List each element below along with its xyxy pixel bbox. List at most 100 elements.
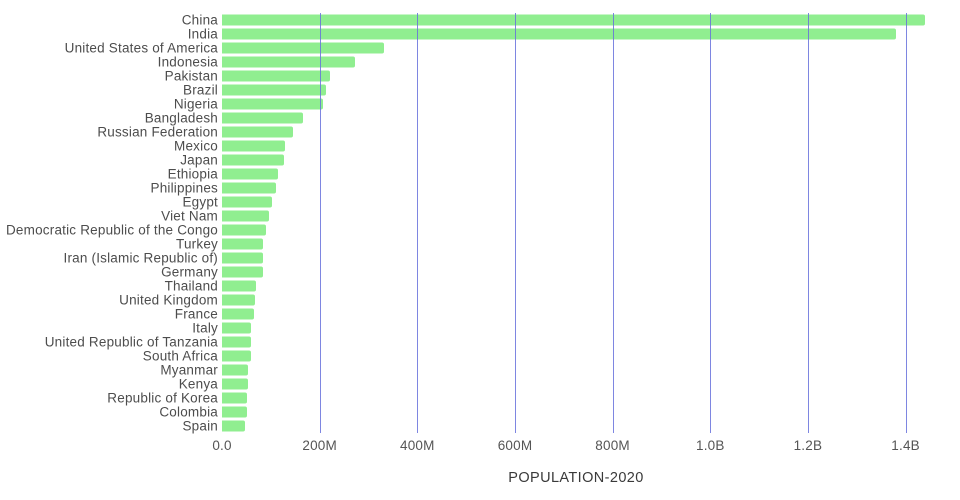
population-bar[interactable] [222,112,303,124]
population-bar[interactable] [222,84,326,96]
population-bar[interactable] [222,420,245,432]
category-label: Italy [192,320,218,336]
population-bar[interactable] [222,378,249,390]
bar-row: Indonesia [0,54,960,70]
bar-row: Viet Nam [0,208,960,224]
category-label: Kenya [178,376,218,392]
population-bar[interactable] [222,42,384,54]
population-bar[interactable] [222,182,276,194]
population-bar[interactable] [222,392,247,404]
population-bar[interactable] [222,224,266,236]
category-label: Brazil [183,82,218,98]
population-bar[interactable] [222,350,251,362]
population-bar[interactable] [222,266,263,278]
category-label: Myanmar [160,362,218,378]
category-label: Egypt [182,194,218,210]
category-label: China [181,12,218,28]
bar-row: United States of America [0,40,960,56]
category-label: Bangladesh [144,110,218,126]
bar-row: Brazil [0,82,960,98]
category-label: Ethiopia [167,166,218,182]
x-tick-label: 400M [400,438,435,453]
bar-row: Ethiopia [0,166,960,182]
category-label: Democratic Republic of the Congo [5,222,218,238]
population-bar[interactable] [222,238,263,250]
category-label: France [174,306,218,322]
bar-row: Germany [0,264,960,280]
x-axis-title: POPULATION-2020 [508,470,644,486]
bar-row: Bangladesh [0,110,960,126]
category-label: Philippines [150,180,218,196]
category-label: Mexico [174,138,218,154]
bar-row: Thailand [0,278,960,294]
category-label: Colombia [159,404,218,420]
category-label: India [187,26,218,42]
bar-row: Democratic Republic of the Congo [0,222,960,238]
bar-row: France [0,306,960,322]
population-bar[interactable] [222,56,356,68]
bar-row: China [0,12,960,28]
bar-row: Japan [0,152,960,168]
x-tick-label: 200M [302,438,337,453]
category-label: Viet Nam [161,208,218,224]
category-label: Russian Federation [97,124,218,140]
population-bar[interactable] [222,70,330,82]
x-axis-ticks: 0.0 200M 400M 600M 800M 1.0B 1.2B 1.4B [0,438,960,456]
category-label: United States of America [64,40,218,56]
bar-row: Philippines [0,180,960,196]
category-label: United Republic of Tanzania [44,334,218,350]
bar-row: United Republic of Tanzania [0,334,960,350]
category-label: United Kingdom [119,292,218,308]
bar-row: Egypt [0,194,960,210]
bar-row: Italy [0,320,960,336]
bar-row: Mexico [0,138,960,154]
population-bar[interactable] [222,196,272,208]
category-label: Turkey [176,236,218,252]
population-bar[interactable] [222,280,257,292]
x-tick-label: 1.4B [891,438,920,453]
bar-row: Colombia [0,404,960,420]
bar-row: Turkey [0,236,960,252]
population-bar[interactable] [222,28,896,40]
x-tick-label: 1.0B [696,438,725,453]
population-bar[interactable] [222,210,270,222]
population-bar[interactable] [222,14,925,26]
category-label: Iran (Islamic Republic of) [63,250,218,266]
category-label: Spain [182,418,218,434]
population-bar[interactable] [222,98,323,110]
bar-row: Myanmar [0,362,960,378]
category-label: Pakistan [164,68,218,84]
bar-row: Pakistan [0,68,960,84]
population-bar[interactable] [222,126,294,138]
population-bar[interactable] [222,322,252,334]
bar-row: Spain [0,418,960,434]
population-bar[interactable] [222,406,247,418]
population-bar[interactable] [222,140,285,152]
category-label: Thailand [164,278,218,294]
bar-row: Republic of Korea [0,390,960,406]
bar-row: Nigeria [0,96,960,112]
population-bar[interactable] [222,308,254,320]
population-bar[interactable] [222,168,279,180]
population-bar[interactable] [222,252,263,264]
rows: China India United States of America Indone… [0,12,960,434]
bar-row: United Kingdom [0,292,960,308]
x-tick-label: 0.0 [212,438,232,453]
category-label: Indonesia [157,54,218,70]
category-label: Republic of Korea [107,390,218,406]
bar-row: Kenya [0,376,960,392]
population-bar[interactable] [222,294,256,306]
population-bar[interactable] [222,336,252,348]
category-label: South Africa [142,348,218,364]
bar-row: Russian Federation [0,124,960,140]
bar-row: South Africa [0,348,960,364]
category-label: Germany [161,264,218,280]
category-label: Nigeria [173,96,218,112]
bar-row: India [0,26,960,42]
category-label: Japan [180,152,218,168]
x-tick-label: 800M [595,438,630,453]
population-bar[interactable] [222,154,284,166]
population-bar[interactable] [222,364,249,376]
x-tick-label: 1.2B [793,438,823,453]
